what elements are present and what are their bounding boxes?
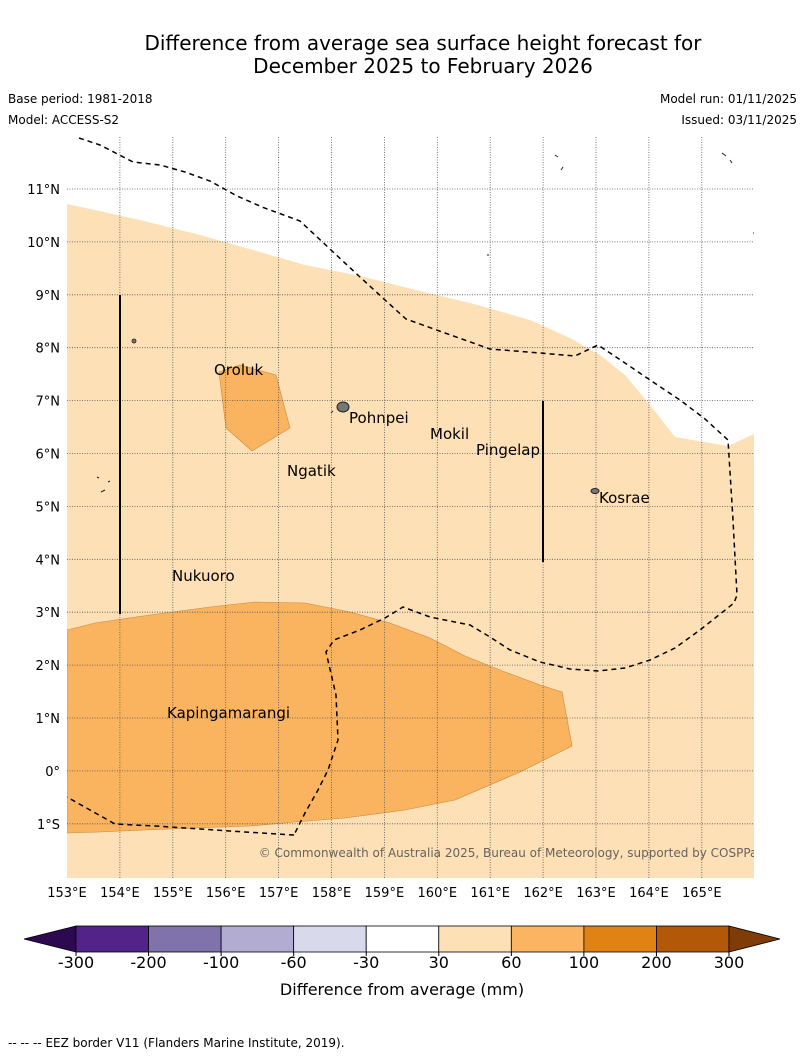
colorbar-segment bbox=[220, 925, 295, 953]
colorbar-segment bbox=[510, 925, 585, 953]
islands bbox=[96, 152, 754, 494]
copyright-notice: © Commonwealth of Australia 2025, Bureau… bbox=[259, 846, 764, 860]
longitude-labels: 153°E 154°E 155°E 156°E 157°E 158°E 159°E 160°E… bbox=[47, 886, 721, 901]
colorbar-tick-label: -300 bbox=[58, 953, 94, 972]
place-mokil: Mokil bbox=[430, 425, 469, 443]
colorbar-tick-label: -30 bbox=[353, 953, 379, 972]
colorbar-tick-label: 200 bbox=[641, 953, 672, 972]
lon-tick-label: 157°E bbox=[259, 886, 299, 901]
colorbar-segment bbox=[293, 925, 367, 953]
latitude-labels: 11°N 10°N 9°N 8°N 7°N 6°N 5°N 4°N 3°N 2°N 1°N 0° 1°S bbox=[27, 183, 60, 833]
lat-tick-label: 0° bbox=[45, 765, 60, 780]
issued-date: Issued: 03/11/2025 bbox=[681, 113, 797, 127]
colorbar-tick-label: -200 bbox=[130, 953, 166, 972]
lat-tick-label: 7°N bbox=[36, 395, 61, 410]
colorbar-tick-label: 60 bbox=[501, 953, 521, 972]
colorbar: -300 -200 -100 -60 -30 30 60 100 200 300 bbox=[23, 925, 781, 972]
islet-shape bbox=[96, 152, 754, 493]
lon-tick-label: 165°E bbox=[682, 886, 722, 901]
lon-tick-label: 161°E bbox=[470, 886, 510, 901]
pohnpei-island-shape bbox=[336, 401, 350, 413]
title-line-1: Difference from average sea surface heig… bbox=[144, 31, 702, 55]
place-labels: Oroluk Pohnpei Mokil Pingelap Ngatik Kos… bbox=[167, 361, 650, 722]
colorbar-tick-label: -60 bbox=[281, 953, 307, 972]
colorbar-segment bbox=[148, 925, 222, 953]
place-oroluk: Oroluk bbox=[214, 361, 263, 379]
model-run: Model run: 01/11/2025 bbox=[659, 92, 797, 106]
colorbar-tick-label: 300 bbox=[714, 953, 745, 972]
place-nukuoro: Nukuoro bbox=[172, 567, 235, 585]
lat-tick-label: 4°N bbox=[36, 553, 61, 568]
chart-title: Difference from average sea surface heig… bbox=[0, 32, 804, 78]
colorbar-extend-high bbox=[728, 925, 781, 953]
lon-tick-label: 155°E bbox=[153, 886, 193, 901]
lat-tick-label: 10°N bbox=[27, 236, 60, 251]
lon-tick-label: 153°E bbox=[47, 886, 87, 901]
lon-tick-label: 159°E bbox=[365, 886, 405, 901]
ssh-anomaly-60-100-region-oroluk bbox=[218, 364, 291, 452]
colorbar-segment bbox=[75, 925, 149, 953]
model-name: Model: ACCESS-S2 bbox=[8, 113, 120, 127]
lon-tick-label: 158°E bbox=[312, 886, 352, 901]
place-pingelap: Pingelap bbox=[476, 441, 540, 459]
place-ngatik: Ngatik bbox=[287, 462, 336, 480]
colorbar-tick-label: 100 bbox=[569, 953, 600, 972]
lat-tick-label: 11°N bbox=[27, 183, 60, 198]
lat-tick-label: 1°N bbox=[36, 712, 61, 727]
title-line-2: December 2025 to February 2026 bbox=[253, 54, 593, 78]
place-kosrae: Kosrae bbox=[599, 489, 650, 507]
lon-tick-label: 164°E bbox=[629, 886, 669, 901]
base-period: Base period: 1981-2018 bbox=[8, 92, 153, 106]
lon-tick-label: 160°E bbox=[418, 886, 458, 901]
colorbar-extend-low bbox=[23, 925, 77, 953]
footer-note: -- -- -- EEZ border V11 (Flanders Marine… bbox=[8, 1036, 345, 1050]
lat-tick-label: 2°N bbox=[36, 659, 61, 674]
lat-tick-label: 1°S bbox=[37, 818, 60, 833]
colorbar-segment bbox=[365, 925, 440, 953]
place-pohnpei: Pohnpei bbox=[349, 409, 409, 427]
colorbar-label: Difference from average (mm) bbox=[280, 980, 524, 999]
colorbar-tick-label: -100 bbox=[203, 953, 239, 972]
islet-shape bbox=[131, 338, 137, 344]
place-kapingamarangi: Kapingamarangi bbox=[167, 704, 290, 722]
colorbar-tick-label: 30 bbox=[429, 953, 449, 972]
eez-legend-marker: -- -- -- bbox=[8, 1036, 42, 1050]
lon-tick-label: 154°E bbox=[100, 886, 140, 901]
eez-border-north bbox=[78, 137, 738, 836]
map-area: Oroluk Pohnpei Mokil Pingelap Ngatik Kos… bbox=[67, 137, 764, 878]
eez-border bbox=[67, 137, 738, 836]
lat-tick-label: 3°N bbox=[36, 606, 61, 621]
lon-tick-label: 162°E bbox=[523, 886, 563, 901]
lat-tick-label: 9°N bbox=[36, 289, 61, 304]
colorbar-segment bbox=[656, 925, 730, 953]
colorbar-segment bbox=[583, 925, 657, 953]
colorbar-segment bbox=[438, 925, 512, 953]
lon-tick-label: 156°E bbox=[206, 886, 246, 901]
eez-legend-text: EEZ border V11 (Flanders Marine Institut… bbox=[45, 1036, 345, 1050]
lat-tick-label: 5°N bbox=[36, 500, 61, 515]
kosrae-island-shape bbox=[590, 488, 600, 494]
lon-tick-label: 163°E bbox=[576, 886, 616, 901]
eez-border-south bbox=[67, 796, 295, 836]
lat-tick-label: 6°N bbox=[36, 448, 61, 463]
lat-tick-label: 8°N bbox=[36, 342, 61, 357]
